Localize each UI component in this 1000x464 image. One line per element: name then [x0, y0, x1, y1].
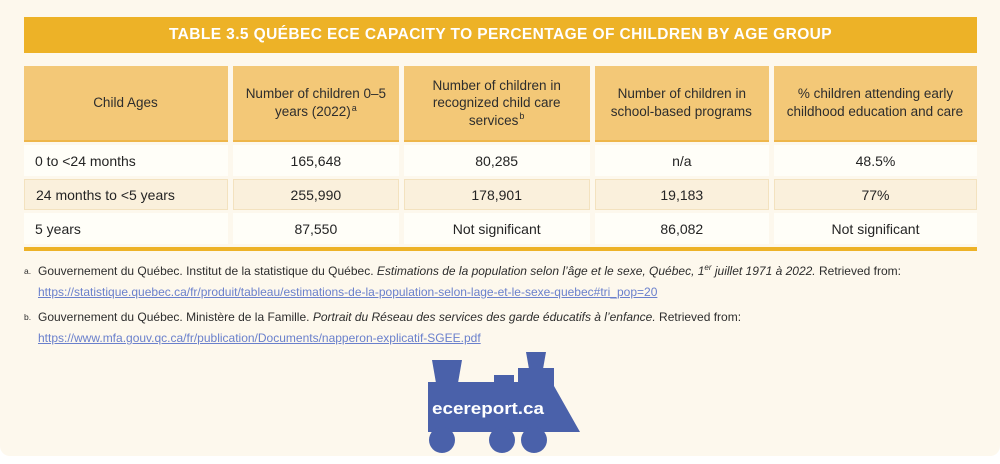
logo-text: ecereport.ca [432, 399, 545, 418]
column-header-percent-attending: % children attending early childhood edu… [774, 66, 977, 142]
table-cell: 19,183 [594, 179, 769, 210]
mfa-gouv-link[interactable]: https://www.mfa.gouv.qc.ca/fr/publicatio… [38, 331, 481, 345]
table-cell: Not significant [403, 213, 590, 244]
footnote-b: b. Gouvernement du Québec. Ministère de … [24, 303, 987, 349]
statistique-quebec-link[interactable]: https://statistique.quebec.ca/fr/produit… [38, 285, 658, 299]
table-cell: 0 to <24 months [24, 145, 228, 176]
footnote-marker: b. [24, 312, 32, 322]
table-title-bar: TABLE 3.5 QUÉBEC ECE CAPACITY TO PERCENT… [24, 17, 977, 53]
table-cell: 24 months to <5 years [24, 179, 228, 210]
table-cell: 255,990 [232, 179, 399, 210]
table-title: TABLE 3.5 QUÉBEC ECE CAPACITY TO PERCENT… [168, 26, 833, 43]
table-cell: Not significant [774, 213, 977, 244]
capacity-table: Child Ages Number of children 0–5 years … [24, 66, 977, 251]
table-cell: 86,082 [594, 213, 769, 244]
footnote-b-text: Gouvernement du Québec. Ministère de la … [38, 310, 742, 345]
footnotes: a. Gouvernement du Québec. Institut de l… [24, 257, 987, 349]
footnote-a: a. Gouvernement du Québec. Institut de l… [24, 257, 987, 303]
ecereport-logo: ecereport.ca [0, 352, 1000, 456]
table-cell: 77% [774, 179, 977, 210]
table-cell: n/a [594, 145, 769, 176]
footnote-a-text: Gouvernement du Québec. Institut de la s… [38, 263, 901, 299]
footnote-marker: a. [24, 266, 32, 276]
table-bottom-rule [24, 247, 977, 251]
table-cell: 80,285 [403, 145, 590, 176]
table-cell: 178,901 [403, 179, 590, 210]
column-header-child-ages: Child Ages [24, 66, 228, 142]
column-header-number-children: Number of children 0–5 years (2022)a [232, 66, 399, 142]
column-header-school-programs: Number of children in school-based progr… [594, 66, 769, 142]
footnote-ref-b: b [519, 111, 525, 122]
footnote-ref-a: a [351, 102, 357, 113]
table-cell: 165,648 [232, 145, 399, 176]
column-header-recognized-care: Number of children in recognized child c… [403, 66, 590, 142]
table-cell: 87,550 [232, 213, 399, 244]
table-cell: 5 years [24, 213, 228, 244]
table-cell: 48.5% [774, 145, 977, 176]
train-icon: ecereport.ca [428, 352, 580, 453]
